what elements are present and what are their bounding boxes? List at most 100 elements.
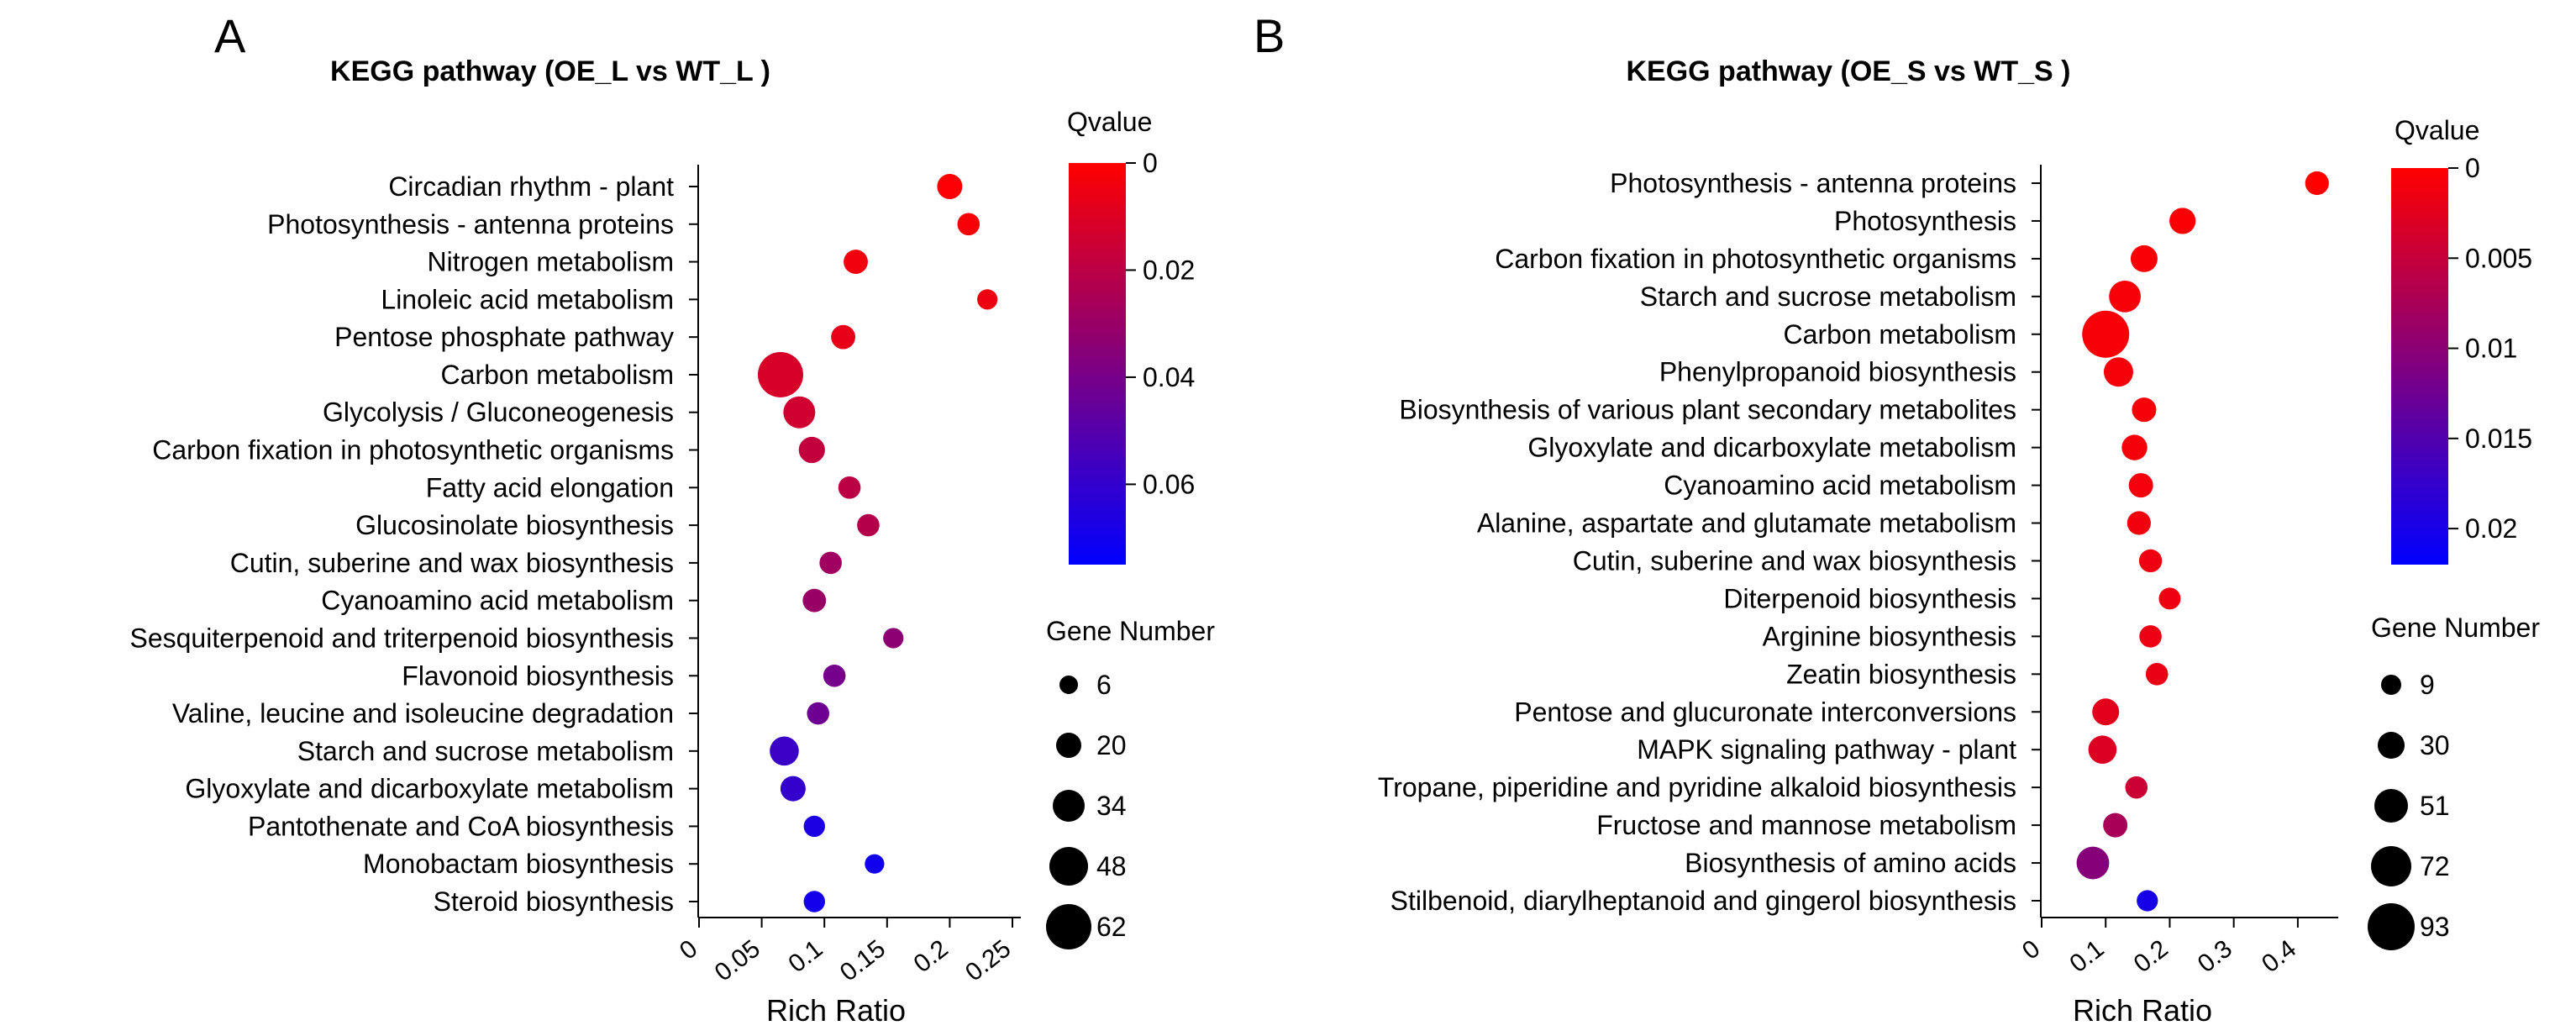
data-point (957, 213, 980, 236)
y-tick-label: Cutin, suberine and wax biosynthesis (1573, 545, 2016, 576)
data-point (2109, 280, 2141, 313)
y-tick-label: Photosynthesis (1834, 206, 2016, 236)
x-tick-label: 0.4 (2257, 935, 2301, 979)
x-axis-title-a: Rich Ratio (766, 993, 906, 1028)
y-tick-label: Glucosinolate biosynthesis (355, 510, 674, 540)
x-axis-a: 0 0.05 0.1 0.15 0.2 0.25 (675, 917, 1021, 987)
data-point (2158, 587, 2181, 610)
colorbar-tick-label: 0.01 (2465, 334, 2517, 364)
data-point (803, 891, 825, 912)
y-tick-label: Flavonoid biosynthesis (402, 660, 674, 691)
data-point (2132, 397, 2157, 423)
size-legend-dot (1046, 904, 1091, 949)
size-legend-label: 48 (1096, 851, 1127, 881)
y-tick-label: Valine, leucine and isoleucine degradati… (172, 698, 674, 728)
size-legend-dot (1059, 676, 1078, 694)
colorbar-tick-label: 0.02 (1143, 255, 1195, 285)
data-point (2128, 473, 2153, 498)
data-point (780, 776, 806, 802)
colorbar-b (2391, 168, 2448, 565)
data-point (807, 702, 830, 725)
data-point (2138, 549, 2163, 573)
data-point (798, 436, 825, 464)
size-legend-label: 93 (2420, 912, 2450, 942)
data-point (838, 476, 861, 499)
color-legend-a: Qvalue 0 0.02 0.04 0.06 (1067, 107, 1195, 565)
y-tick-label: Cyanoamino acid metabolism (1664, 471, 2016, 501)
size-legend-label: 72 (2420, 851, 2450, 881)
data-point (2139, 625, 2162, 648)
y-tick-label: Fatty acid elongation (426, 472, 674, 502)
colorbar-tick-label: 0.04 (1143, 362, 1195, 392)
size-legend-label: 9 (2420, 670, 2435, 700)
x-axis-title-b: Rich Ratio (2073, 993, 2212, 1028)
y-tick-label: Glycolysis / Gluconeogenesis (323, 397, 674, 428)
y-tick-label: Pentose phosphate pathway (334, 322, 674, 352)
y-tick-label: Pentose and glucuronate interconversions (1514, 697, 2016, 727)
x-tick-label: 0.15 (835, 935, 891, 987)
x-tick-label: 0.25 (960, 935, 1016, 987)
data-point (2076, 846, 2110, 880)
color-legend-b: Qvalue 0 0.005 0.01 0.015 0.02 (2391, 115, 2532, 565)
size-legend-dot (2371, 846, 2411, 886)
y-tick-label: Alanine, aspartate and glutamate metabol… (1477, 508, 2016, 539)
y-tick-label: Photosynthesis - antenna proteins (267, 209, 674, 239)
y-tick-label: Glyoxylate and dicarboxylate metabolism (1527, 433, 2016, 463)
data-point (831, 324, 855, 350)
y-tick-label: Diterpenoid biosynthesis (1723, 583, 2016, 613)
size-legend-label: 51 (2420, 791, 2450, 821)
colorbar-tick-label: 0.005 (2465, 243, 2532, 273)
y-tick-label: Starch and sucrose metabolism (1640, 281, 2016, 312)
x-axis-b: 0 0.1 0.2 0.3 0.4 (2017, 917, 2338, 979)
panel-letter-a: A (214, 9, 246, 62)
y-tick-label: Glyoxylate and dicarboxylate metabolism (185, 774, 674, 804)
colorbar-a (1069, 163, 1126, 565)
size-legend-dot (1053, 790, 1085, 822)
size-legend-b: Gene Number 9 30 51 72 93 (2368, 613, 2540, 950)
size-legend-label: 6 (1096, 670, 1112, 700)
x-tick-label: 0.05 (710, 935, 765, 987)
color-legend-title-a: Qvalue (1067, 107, 1152, 137)
x-tick-label: 0.2 (2129, 935, 2174, 979)
data-point (2169, 208, 2196, 234)
points-a (757, 174, 998, 912)
x-tick-label: 0.2 (909, 935, 954, 979)
data-point (819, 551, 842, 575)
y-tick-label: Photosynthesis - antenna proteins (1610, 168, 2016, 198)
y-tick-label: MAPK signaling pathway - plant (1637, 734, 2016, 765)
y-tick-label: Tropane, piperidine and pyridine alkaloi… (1378, 772, 2016, 802)
data-point (2125, 776, 2148, 799)
data-point (844, 250, 868, 274)
data-point (883, 628, 904, 649)
colorbar-tick-label: 0.06 (1143, 469, 1195, 499)
y-tick-label: Circadian rhythm - plant (388, 171, 674, 202)
data-point (2092, 698, 2120, 726)
y-tick-label: Zeatin biosynthesis (1786, 659, 2016, 689)
data-point (2121, 434, 2148, 460)
data-point (802, 588, 827, 613)
size-legend-title-b: Gene Number (2371, 613, 2540, 643)
y-tick-label: Cyanoamino acid metabolism (321, 586, 674, 616)
color-legend-title-b: Qvalue (2395, 115, 2479, 145)
y-tick-label: Steroid biosynthesis (434, 886, 674, 917)
size-legend-dot (2368, 903, 2415, 950)
data-point (857, 513, 880, 537)
data-point (2130, 245, 2158, 272)
data-point (2145, 663, 2169, 686)
data-point (2088, 735, 2117, 765)
data-point (770, 736, 799, 766)
points-b (2076, 171, 2329, 912)
colorbar-tick-label: 0.02 (2465, 513, 2517, 544)
y-tick-label: Monobactam biosynthesis (363, 849, 674, 879)
x-tick-label: 0 (675, 935, 702, 965)
size-legend-label: 20 (1096, 730, 1127, 760)
colorbar-tick-label: 0.015 (2465, 423, 2532, 454)
x-tick-label: 0.3 (2193, 935, 2237, 979)
size-legend-dot (2381, 675, 2401, 695)
size-legend-dot (1049, 847, 1088, 886)
chart-title-a: KEGG pathway (OE_L vs WT_L ) (330, 55, 770, 87)
data-point (2082, 310, 2130, 358)
x-tick-label: 0.1 (2064, 935, 2109, 979)
size-legend-dot (1056, 733, 1081, 758)
x-tick-label: 0 (2017, 935, 2045, 965)
